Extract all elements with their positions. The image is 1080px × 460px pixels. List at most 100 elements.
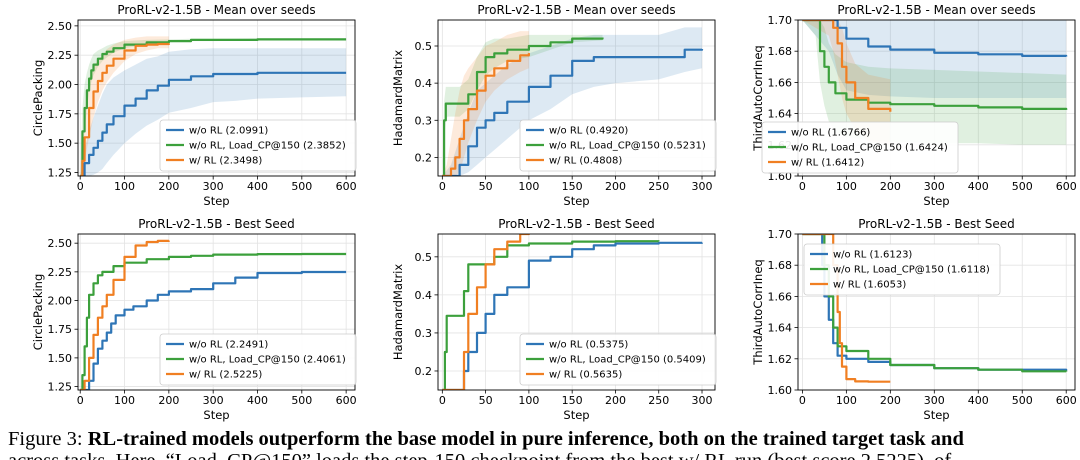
series-line-wo-rl	[442, 48, 704, 176]
x-tick-label: 100	[114, 394, 135, 407]
x-tick-label: 400	[247, 394, 268, 407]
x-tick-label: 100	[114, 180, 135, 193]
series-line-load-cp	[802, 20, 1068, 110]
legend-box	[159, 333, 357, 386]
series-line-wo-rl	[442, 241, 704, 390]
chart-svg: 0 50 100 150 200 250 300 0.2 0.3 0.4 0.5 ProRL-v2-1…	[391, 217, 717, 422]
legend-box	[159, 119, 357, 172]
chart-panel-mean-circlepacking: 0 100 200 300 400 500 600 1.25 1.50 1.75 2.00 2.25 2…	[0, 0, 360, 215]
y-tick-label: 0.3	[415, 114, 433, 127]
y-tick-label: 1.70	[768, 228, 793, 241]
chart-svg: 0 100 200 300 400 500 600 1.25 1.50 1.75 2.00 2.25 2…	[31, 217, 357, 422]
x-tick-label: 300	[203, 180, 224, 193]
legend-label-wo-rl: w/o RL (0.5375)	[549, 340, 628, 351]
x-axis-label: Step	[563, 194, 589, 208]
y-tick-label: 1.66	[768, 290, 793, 303]
y-tick-label: 0.5	[415, 40, 433, 53]
x-tick-label: 100	[836, 180, 857, 193]
y-tick-label: 2.00	[48, 295, 73, 308]
figure-grid: 0 100 200 300 400 500 600 1.25 1.50 1.75 2.00 2.25 2…	[0, 0, 1080, 429]
x-tick-label: 600	[1056, 394, 1077, 407]
plot-frame	[437, 233, 716, 391]
caption-prefix: Figure 3:	[8, 428, 83, 450]
legend-label-w-rl: w/ RL (0.5635)	[549, 370, 622, 381]
plot-frame	[437, 19, 716, 177]
caption-line-2: across tasks. Here, “Load_CP@150” loads …	[8, 450, 1078, 460]
x-tick-label: 500	[1012, 180, 1033, 193]
y-tick-label: 2.25	[48, 266, 73, 279]
series-line-wo-rl	[80, 71, 347, 176]
chart-svg: 01002003004005006001.601.621.641.661.681…	[751, 3, 1077, 208]
x-axis-label: Step	[563, 408, 589, 422]
legend-label-load-cp: w/o RL, Load_CP@150 (1.6118)	[833, 265, 990, 276]
x-tick-label: 0	[77, 394, 84, 407]
legend-label-load-cp: w/o RL, Load_CP@150 (0.5409)	[549, 355, 706, 366]
x-axis-label: Step	[923, 408, 949, 422]
x-tick-label: 200	[158, 180, 179, 193]
plot-frame	[77, 19, 356, 177]
x-tick-label: 150	[562, 394, 583, 407]
x-tick-label: 250	[648, 180, 669, 193]
series-band-w-rl	[80, 36, 169, 176]
series-line-w-rl	[802, 20, 892, 112]
x-tick-label: 200	[880, 180, 901, 193]
x-tick-label: 50	[479, 180, 493, 193]
chart-panel-best-thirdautocorrineq: 0 100 200 300 400 500 600 1.60 1.62 1.64 1.66 1.68 1…	[720, 214, 1080, 429]
y-tick-label: 2.25	[48, 49, 73, 62]
x-tick-label: 50	[479, 394, 493, 407]
legend-box	[519, 333, 717, 386]
x-tick-label: 300	[924, 394, 945, 407]
y-tick-label: 1.64	[768, 108, 793, 121]
y-axis-label: ThirdAutoCorrIneq	[751, 45, 765, 151]
chart-panel-mean-thirdautocorrineq: 01002003004005006001.601.621.641.661.681…	[720, 0, 1080, 215]
y-tick-label: 1.60	[768, 384, 793, 397]
series-line-w-rl	[442, 234, 530, 390]
series-line-wo-rl	[80, 270, 347, 390]
x-tick-label: 0	[77, 180, 84, 193]
x-tick-label: 500	[291, 180, 312, 193]
y-tick-label: 1.25	[48, 166, 73, 179]
series-band-load-cp	[802, 20, 1067, 145]
y-tick-label: 0.4	[415, 289, 433, 302]
figure-caption: Figure 3: RL-trained models outperform t…	[8, 428, 1078, 460]
x-tick-label: 200	[605, 180, 626, 193]
chart-title: ProRL-v2-1.5B - Mean over seeds	[837, 3, 1035, 17]
legend-label-load-cp: w/o RL, Load_CP@150 (2.4061)	[189, 355, 346, 366]
chart-title: ProRL-v2-1.5B - Best Seed	[138, 217, 295, 231]
series-band-load-cp	[442, 34, 603, 176]
chart-panel-mean-hadamardmatrix: 0 50 100 150 200 250 300 0.2 0.3 0.4 0.5 ProRL-v2-1…	[360, 0, 720, 215]
legend-label-wo-rl: w/o RL (1.6766)	[791, 128, 870, 139]
series-line-wo-rl	[802, 20, 1068, 57]
chart-title: ProRL-v2-1.5B - Best Seed	[858, 217, 1015, 231]
series-line-w-rl	[442, 53, 530, 176]
x-axis-label: Step	[923, 194, 949, 208]
y-tick-label: 1.75	[48, 108, 73, 121]
x-tick-label: 600	[336, 394, 357, 407]
x-tick-label: 300	[692, 180, 713, 193]
y-tick-label: 2.50	[48, 20, 73, 33]
x-tick-label: 600	[1056, 180, 1077, 193]
series-band-wo-rl	[80, 48, 347, 176]
caption-line-1: Figure 3: RL-trained models outperform t…	[8, 428, 1078, 450]
series-line-w-rl	[80, 42, 170, 176]
series-line-load-cp	[80, 38, 347, 176]
series-line-load-cp	[80, 252, 347, 390]
legend-label-load-cp: w/o RL, Load_CP@150 (1.6424)	[791, 143, 948, 154]
y-tick-label: 1.68	[768, 45, 793, 58]
legend-box	[803, 243, 1001, 296]
x-tick-label: 300	[692, 394, 713, 407]
y-tick-label: 0.3	[415, 327, 433, 340]
chart-title: ProRL-v2-1.5B - Mean over seeds	[477, 3, 675, 17]
series-line-w-rl	[80, 239, 170, 390]
y-tick-label: 2.00	[48, 79, 73, 92]
chart-panel-best-hadamardmatrix: 0 50 100 150 200 250 300 0.2 0.3 0.4 0.5 ProRL-v2-1…	[360, 214, 720, 429]
legend-label-wo-rl: w/o RL (1.6123)	[833, 250, 912, 261]
x-tick-label: 100	[518, 394, 539, 407]
x-tick-label: 400	[247, 180, 268, 193]
x-tick-label: 250	[648, 394, 669, 407]
legend-label-wo-rl: w/o RL (2.0991)	[189, 126, 268, 137]
legend-label-w-rl: w/ RL (0.4808)	[549, 156, 622, 167]
y-tick-label: 1.50	[48, 137, 73, 150]
legend-label-w-rl: w/ RL (1.6412)	[791, 158, 864, 169]
